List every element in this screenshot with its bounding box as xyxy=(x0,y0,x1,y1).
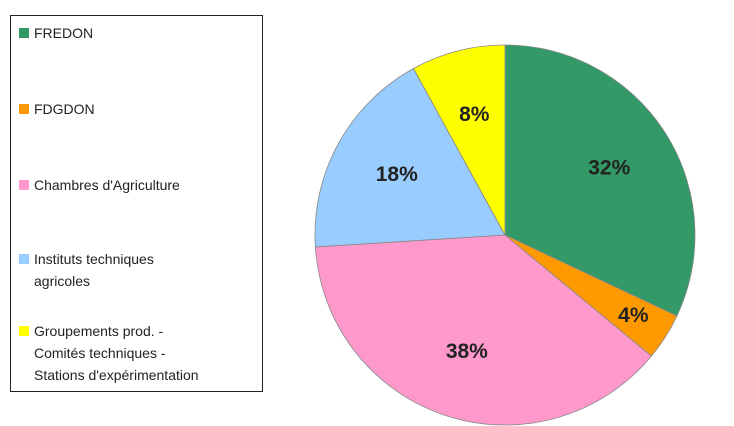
legend-item: Instituts techniques agricoles xyxy=(19,248,154,292)
data-label: 4% xyxy=(618,304,649,327)
legend-item: Groupements prod. - Comités techniques -… xyxy=(19,320,199,386)
legend-swatch xyxy=(19,28,29,38)
legend-label: FDGDON xyxy=(34,101,95,117)
legend-item: FREDON xyxy=(19,22,93,44)
legend-label: Chambres d'Agriculture xyxy=(34,177,180,193)
legend-label: Groupements prod. - Comités techniques -… xyxy=(34,323,199,383)
legend-item: Chambres d'Agriculture xyxy=(19,174,180,196)
legend-swatch xyxy=(19,180,29,190)
legend-swatch xyxy=(19,326,29,336)
legend-swatch xyxy=(19,254,29,264)
pie-slice xyxy=(504,44,696,317)
legend-label: Instituts techniques agricoles xyxy=(34,251,154,289)
legend: FREDON FDGDON Chambres d'Agriculture Instit… xyxy=(10,15,263,392)
pie-slice xyxy=(314,67,506,248)
data-label: 8% xyxy=(459,103,490,126)
legend-label: FREDON xyxy=(34,25,94,41)
data-label: 18% xyxy=(376,163,418,186)
data-label: 38% xyxy=(446,340,488,363)
legend-swatch xyxy=(19,104,29,114)
pie-slice xyxy=(314,234,652,426)
pie-slice xyxy=(412,44,506,236)
data-label: 32% xyxy=(588,156,630,179)
legend-item: FDGDON xyxy=(19,98,95,120)
